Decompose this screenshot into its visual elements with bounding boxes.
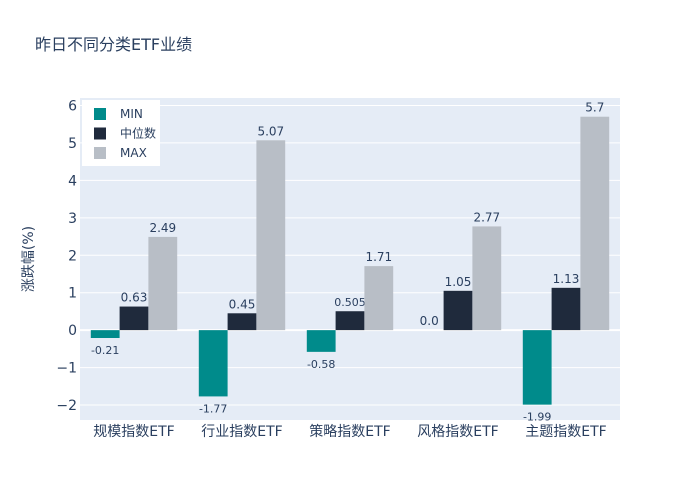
legend-swatch [94, 147, 106, 159]
y-tick-label: 2 [68, 248, 77, 264]
bar-data-label: 0.45 [229, 297, 256, 311]
bar-data-label: 0.505 [334, 296, 366, 309]
legend-item[interactable]: 中位数 [94, 126, 156, 141]
bar-1[interactable] [443, 290, 473, 331]
x-tick-label: 策略指数ETF [309, 423, 390, 440]
legend-label: 中位数 [120, 126, 156, 141]
y-tick-label: 0 [68, 323, 77, 339]
legend-item[interactable]: MIN [94, 107, 143, 121]
bar-1[interactable] [119, 306, 149, 331]
bar-data-label: -1.77 [199, 402, 227, 415]
bar-data-label: -0.58 [307, 358, 335, 371]
legend-item[interactable]: MAX [94, 146, 147, 160]
bar-2[interactable] [256, 140, 286, 331]
chart-title: 昨日不同分类ETF业绩 [35, 35, 192, 54]
bar-data-label: 1.71 [365, 250, 392, 264]
x-tick-label: 行业指数ETF [201, 424, 282, 440]
bar-1[interactable] [227, 313, 257, 331]
y-axis-ticks: −2 −1 0 1 2 3 4 5 6 [56, 98, 77, 414]
y-tick-label: 5 [68, 136, 77, 152]
y-tick-label: 4 [68, 173, 77, 189]
y-axis-label: 涨跌幅(%) [21, 226, 37, 292]
bar-data-label: 5.7 [585, 101, 604, 115]
bar-1[interactable] [551, 287, 581, 331]
bar-data-label: 5.07 [257, 124, 284, 138]
bar-data-label: 2.77 [473, 210, 500, 224]
x-tick-label: 主题指数ETF [525, 424, 606, 440]
x-tick-label: 风格指数ETF [417, 424, 498, 440]
bar-data-label: -0.21 [91, 344, 119, 357]
bar-data-label: 2.49 [149, 221, 176, 235]
bar-2[interactable] [364, 266, 394, 331]
y-tick-label: 3 [68, 211, 77, 227]
bar-0[interactable] [198, 330, 228, 397]
bar-data-label: -1.99 [523, 411, 551, 424]
bars: -0.21 0.63 2.49 -1.77 0.45 5.07 -0.58 0.505 1.71… [90, 101, 610, 424]
x-tick-label: 规模指数ETF [93, 424, 174, 440]
bar-data-label: 0.0 [420, 314, 439, 328]
y-tick-label: 6 [68, 98, 77, 114]
y-tick-label: −1 [56, 361, 77, 377]
legend-swatch [94, 108, 106, 120]
y-tick-label: −2 [56, 398, 77, 414]
bar-data-label: 0.63 [121, 291, 148, 305]
bar-2[interactable] [472, 226, 502, 331]
bar-2[interactable] [148, 236, 178, 331]
bar-data-label: 1.13 [553, 272, 580, 286]
bar-data-label: 1.05 [445, 275, 472, 289]
legend-label: MAX [120, 146, 147, 160]
bar-0[interactable] [90, 330, 120, 339]
x-axis-ticks: 规模指数ETF 行业指数ETF 策略指数ETF 风格指数ETF 主题指数ETF [93, 423, 606, 440]
legend[interactable]: MIN 中位数 MAX [82, 100, 160, 166]
bar-2[interactable] [580, 116, 610, 331]
legend-label: MIN [120, 107, 143, 121]
bar-0[interactable] [306, 330, 336, 352]
bar-0[interactable] [522, 330, 552, 405]
bar-1[interactable] [335, 311, 365, 331]
y-tick-label: 1 [68, 286, 77, 302]
legend-swatch [94, 127, 106, 140]
